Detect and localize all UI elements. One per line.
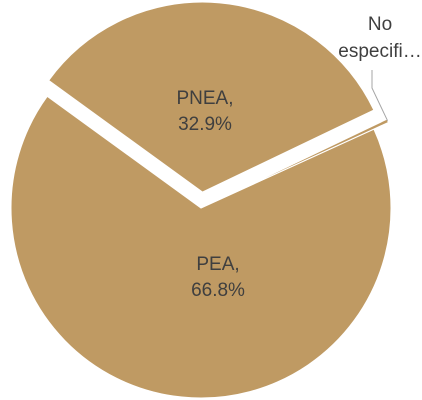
slice-label-pea: PEA, 66.8% [191, 254, 245, 301]
leader-line-no-especificado [371, 70, 389, 122]
leader-lines [371, 70, 389, 122]
pie-slice-pnea [47, 1, 375, 193]
slice-labels: PEA, 66.8% PNEA, 32.9% No especifi… [176, 14, 421, 301]
pie-slice-pea [10, 95, 392, 399]
slice-label-no-especifi: No especifi… [338, 14, 421, 62]
slice-label-pnea: PNEA, 32.9% [176, 88, 233, 135]
pie-slices [10, 1, 392, 399]
